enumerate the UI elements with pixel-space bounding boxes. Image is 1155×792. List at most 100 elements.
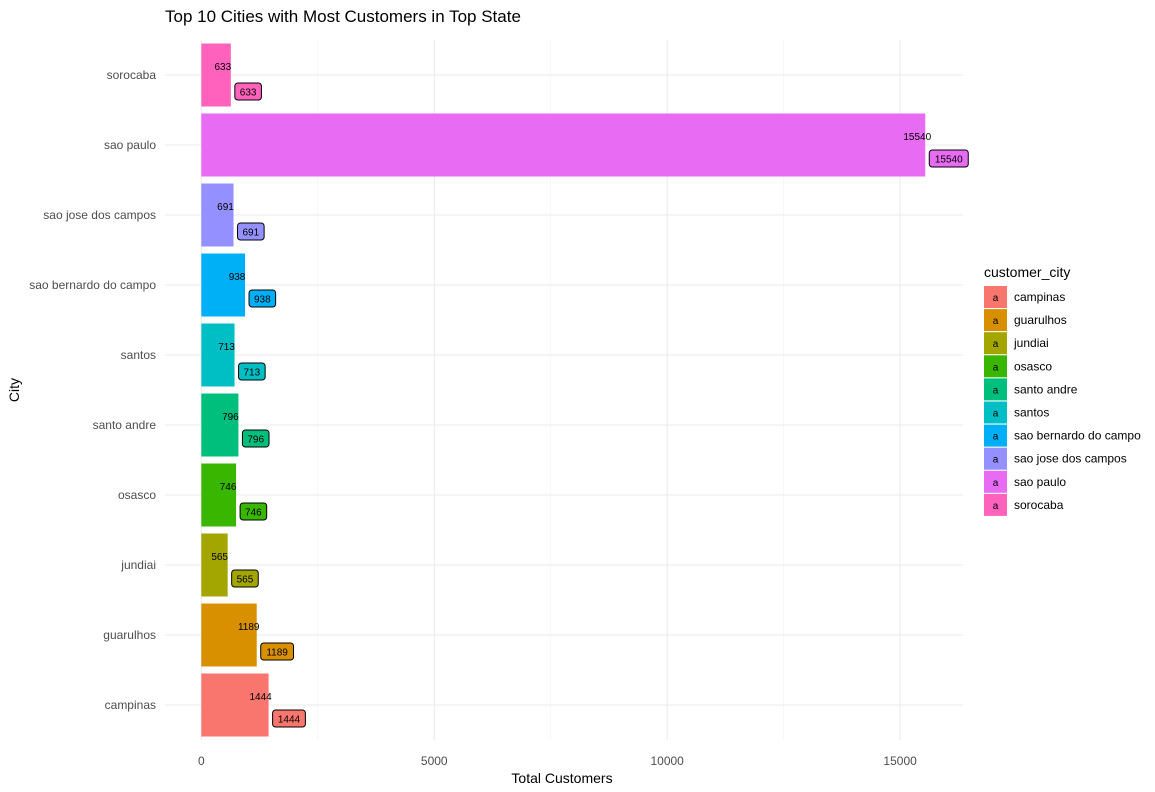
legend-label: santos — [1014, 406, 1049, 420]
legend-key — [984, 332, 1007, 355]
data-label: 1189 — [266, 648, 288, 659]
legend-key-glyph: a — [993, 385, 999, 396]
data-label-box — [928, 149, 969, 168]
x-tick-label: 5000 — [421, 754, 448, 768]
y-tick-label: sorocaba — [107, 68, 157, 82]
data-label-box — [238, 362, 266, 381]
y-tick-label: campinas — [105, 698, 156, 712]
legend-key-glyph: a — [993, 455, 999, 466]
legend-label: jundiai — [1013, 336, 1049, 350]
legend-label: sorocaba — [1014, 498, 1064, 512]
data-label: 633 — [240, 88, 257, 99]
legend-key — [984, 470, 1007, 493]
bar — [201, 393, 239, 457]
y-tick-label: sao jose dos campos — [43, 208, 156, 222]
legend-item: a jundiai — [984, 332, 1049, 355]
x-tick-label: 0 — [198, 754, 205, 768]
data-label: 746 — [245, 508, 262, 519]
legend-key — [984, 424, 1007, 447]
data-label: 15540 — [935, 155, 963, 166]
data-label-box — [248, 289, 277, 308]
y-tick-label: jundiai — [120, 558, 156, 572]
data-label: 15540 — [903, 132, 931, 143]
legend-label: santo andre — [1014, 382, 1078, 396]
data-label: 796 — [222, 412, 239, 423]
legend-item: a sao jose dos campos — [984, 447, 1127, 470]
legend-item: a sao paulo — [984, 470, 1066, 493]
legend-item: a santos — [984, 401, 1049, 424]
bars — [201, 43, 926, 737]
y-tick-label: guarulhos — [103, 628, 156, 642]
x-tick-label: 15000 — [883, 754, 917, 768]
data-label: 691 — [242, 228, 259, 239]
legend-key-glyph: a — [993, 362, 999, 373]
legend-title: customer_city — [984, 264, 1070, 280]
legend-key-glyph: a — [993, 339, 999, 350]
chart-title: Top 10 Cities with Most Customers in Top… — [165, 7, 521, 26]
bar — [201, 603, 257, 667]
legend-key — [984, 378, 1007, 401]
legend-key-glyph: a — [993, 478, 999, 489]
data-labels: 1444 1444 1189 1189 565 565 746 746 796 796 713 713… — [211, 62, 969, 728]
bar — [201, 43, 231, 107]
legend-key — [984, 355, 1007, 378]
legend-key — [984, 493, 1007, 516]
data-label: 796 — [247, 435, 264, 446]
legend-item: a campinas — [984, 286, 1065, 308]
legend-label: sao jose dos campos — [1014, 452, 1127, 466]
y-axis-title: City — [6, 378, 22, 402]
data-label-box — [234, 82, 262, 101]
data-label: 633 — [214, 62, 231, 73]
bar — [201, 533, 228, 597]
legend-label: guarulhos — [1014, 313, 1067, 327]
legend-key — [984, 447, 1007, 470]
legend-item: a sao bernardo do campo — [984, 424, 1141, 447]
legend-item: a santo andre — [984, 378, 1078, 401]
data-label: 565 — [237, 575, 254, 586]
legend-label: sao bernardo do campo — [1014, 429, 1141, 443]
x-axis-title: Total Customers — [511, 770, 612, 786]
data-label: 938 — [254, 295, 271, 306]
bar — [201, 463, 237, 527]
y-tick-label: sao paulo — [104, 138, 156, 152]
data-label: 1189 — [238, 622, 260, 633]
data-label: 1444 — [249, 692, 272, 703]
data-label: 938 — [229, 272, 246, 283]
legend-item: a sorocaba — [984, 493, 1064, 516]
data-label: 713 — [218, 342, 235, 353]
data-label-box — [231, 569, 259, 588]
legend-key-glyph: a — [993, 293, 999, 304]
legend-item: a osasco — [984, 355, 1052, 378]
legend-label: osasco — [1014, 359, 1052, 373]
data-label: 713 — [244, 368, 261, 379]
y-tick-label: osasco — [118, 488, 156, 502]
legend-key — [984, 286, 1007, 308]
y-tick-label: santos — [121, 348, 156, 362]
legend-key-glyph: a — [993, 432, 999, 443]
axis-ticks: 0 5000 10000 15000 campinas guarulhos jundiai o… — [29, 68, 917, 768]
legend-key-glyph: a — [993, 409, 999, 420]
legend-label: campinas — [1014, 290, 1065, 304]
data-label-box — [239, 502, 268, 521]
data-label-box — [241, 429, 270, 448]
legend-item: a guarulhos — [984, 309, 1067, 332]
data-label-box — [260, 642, 295, 661]
bar — [201, 323, 235, 387]
data-label: 565 — [211, 552, 228, 563]
legend-label: sao paulo — [1014, 475, 1066, 489]
legend-key — [984, 309, 1007, 332]
legend-key-glyph: a — [993, 316, 999, 327]
bar — [201, 183, 234, 247]
x-tick-label: 10000 — [650, 754, 684, 768]
data-label: 1444 — [278, 715, 301, 726]
bar — [201, 113, 926, 177]
y-tick-label: santo andre — [93, 418, 157, 432]
bar — [201, 253, 246, 317]
data-label-box — [272, 709, 306, 728]
data-label-box — [237, 222, 265, 241]
legend-key-glyph: a — [993, 501, 999, 512]
legend: customer_city a campinas a guarulhos a jundia… — [984, 264, 1141, 516]
y-tick-label: sao bernardo do campo — [29, 278, 156, 292]
data-label: 691 — [217, 202, 234, 213]
